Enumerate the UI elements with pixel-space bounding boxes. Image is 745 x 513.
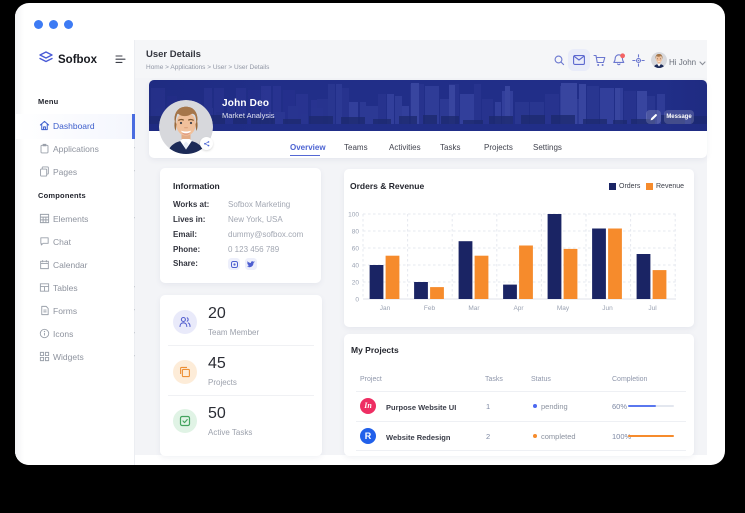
svg-text:Feb: Feb	[424, 305, 436, 312]
svg-text:Jun: Jun	[602, 305, 613, 312]
svg-text:60: 60	[352, 246, 360, 253]
svg-text:20: 20	[352, 280, 360, 287]
svg-text:Mar: Mar	[468, 305, 480, 312]
svg-text:80: 80	[352, 229, 360, 236]
svg-text:Apr: Apr	[513, 305, 524, 312]
svg-text:100: 100	[348, 212, 359, 219]
svg-text:Jan: Jan	[380, 305, 391, 312]
svg-text:Jul: Jul	[648, 305, 657, 312]
svg-text:40: 40	[352, 263, 360, 270]
svg-text:May: May	[557, 305, 570, 312]
svg-text:0: 0	[355, 297, 359, 304]
